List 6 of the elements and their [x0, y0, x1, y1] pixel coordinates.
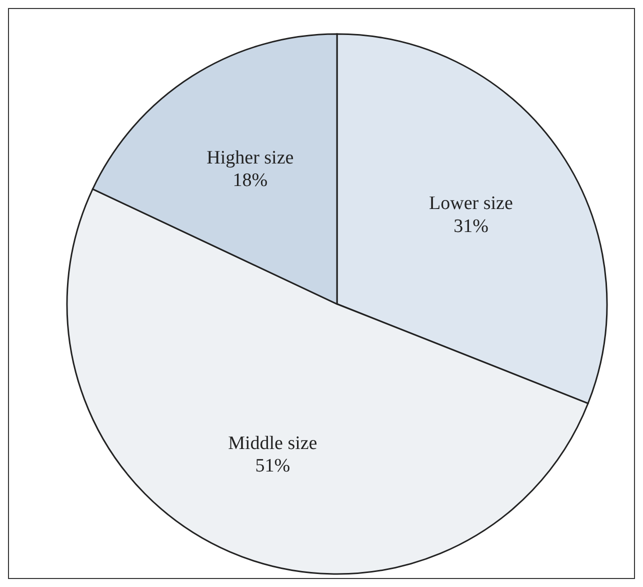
data-label: 51% [255, 456, 290, 477]
data-label: 31% [454, 216, 489, 237]
slice-label: Lower size [429, 193, 513, 214]
slice-label: Higher size [206, 147, 294, 168]
data-label: 18% [232, 170, 268, 192]
slice-label: Middle size [228, 432, 318, 454]
